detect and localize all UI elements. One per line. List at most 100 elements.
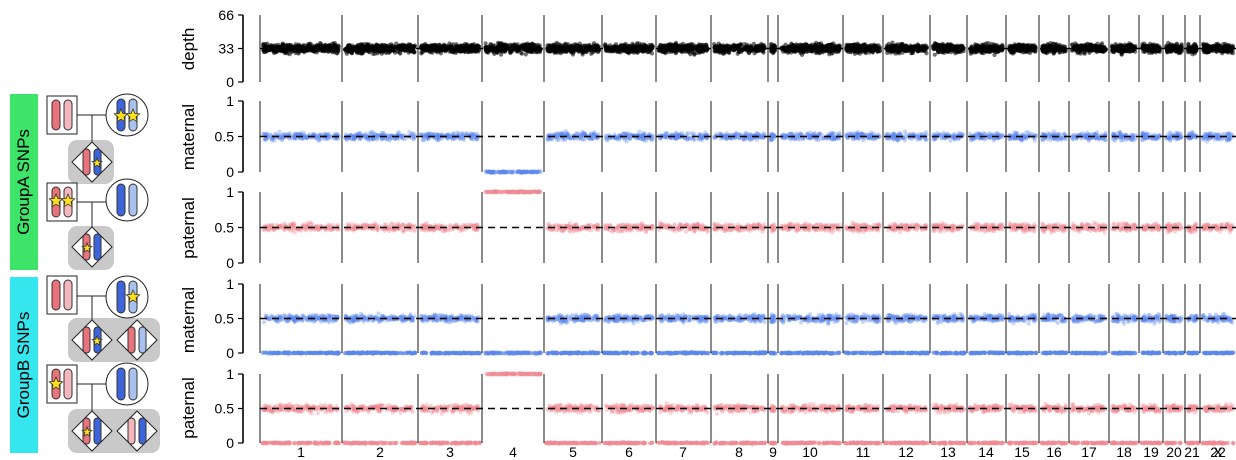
data-point: [1205, 43, 1210, 48]
data-point: [442, 43, 447, 48]
data-point: [1088, 42, 1093, 47]
data-point: [563, 41, 568, 46]
data-point: [892, 47, 897, 52]
data-point: [952, 49, 957, 54]
data-point: [494, 49, 499, 55]
data-point: [1174, 41, 1179, 46]
y-tick-label: 0: [226, 74, 234, 90]
data-point: [447, 44, 452, 49]
data-point: [649, 51, 655, 56]
data-point: [396, 43, 401, 49]
group-b-tab: GroupB SNPs: [10, 277, 38, 453]
data-point: [862, 42, 868, 47]
data-point: [359, 42, 364, 47]
data-point: [317, 41, 323, 46]
data-point: [851, 42, 857, 47]
data-point: [662, 43, 667, 48]
data-point: [377, 50, 382, 55]
data-point: [635, 50, 640, 55]
data-point: [1224, 49, 1229, 54]
groupA-maternal-panel: 10.50: [215, 93, 1236, 180]
data-point: [300, 44, 306, 49]
data-point: [735, 51, 740, 56]
data-point: [1186, 41, 1191, 47]
data-point: [760, 45, 765, 50]
data-point: [495, 45, 501, 50]
data-point: [721, 51, 726, 56]
data-point: [1083, 42, 1088, 48]
data-point: [1221, 41, 1226, 47]
data-point: [1214, 41, 1219, 47]
data-point: [571, 50, 576, 55]
data-point: [691, 50, 696, 55]
data-point: [336, 43, 341, 48]
data-point: [266, 47, 271, 52]
data-point: [395, 49, 400, 54]
data-point: [270, 44, 275, 49]
data-point: [316, 46, 321, 51]
data-point: [376, 43, 381, 48]
data-point: [274, 50, 279, 55]
data-point: [698, 49, 704, 54]
data-point: [820, 43, 825, 49]
y-tick-label: 33: [218, 41, 234, 57]
data-point: [293, 42, 298, 47]
data-point: [973, 49, 979, 54]
data-point: [990, 48, 995, 54]
data-point: [419, 51, 424, 56]
data-point: [373, 48, 378, 53]
data-point: [827, 50, 832, 55]
data-point: [349, 43, 355, 48]
data-point: [462, 49, 467, 54]
data-point: [280, 42, 285, 47]
data-point: [630, 41, 635, 46]
data-point: [1022, 46, 1027, 51]
data-point: [1000, 42, 1005, 48]
data-point: [1140, 44, 1146, 49]
data-point: [1070, 42, 1075, 47]
data-point: [1045, 42, 1050, 47]
data-point: [280, 45, 285, 50]
data-point: [320, 44, 325, 49]
data-point: [308, 41, 313, 47]
data-point: [332, 50, 337, 55]
data-point: [569, 43, 575, 48]
data-point: [872, 42, 877, 47]
data-point: [351, 48, 357, 53]
data-point: [314, 50, 319, 55]
data-point: [744, 42, 750, 47]
data-point: [848, 50, 853, 55]
data-point: [639, 47, 644, 52]
data-point: [575, 43, 580, 48]
data-point: [681, 41, 686, 46]
data-point: [545, 43, 550, 48]
data-point: [805, 49, 810, 54]
data-point: [736, 44, 741, 49]
data-point: [498, 49, 503, 54]
data-point: [1021, 50, 1026, 55]
data-point: [387, 48, 392, 53]
data-point: [729, 43, 734, 48]
data-point: [1094, 45, 1099, 50]
data-point: [531, 42, 536, 48]
group-a-tab: GroupA SNPs: [10, 94, 38, 270]
data-point: [1062, 48, 1067, 54]
data-point: [489, 49, 494, 54]
data-point: [1194, 48, 1199, 54]
data-point: [1203, 47, 1208, 52]
data-point: [932, 52, 937, 57]
data-point: [751, 41, 756, 46]
data-point: [365, 43, 370, 48]
data-point: [1230, 51, 1236, 56]
data-point: [486, 50, 491, 55]
data-point: [357, 48, 362, 54]
data-point: [639, 42, 644, 47]
data-point: [287, 52, 292, 57]
data-point: [885, 50, 890, 56]
data-point: [886, 41, 892, 46]
data-point: [893, 51, 898, 56]
data-point: [591, 47, 596, 52]
